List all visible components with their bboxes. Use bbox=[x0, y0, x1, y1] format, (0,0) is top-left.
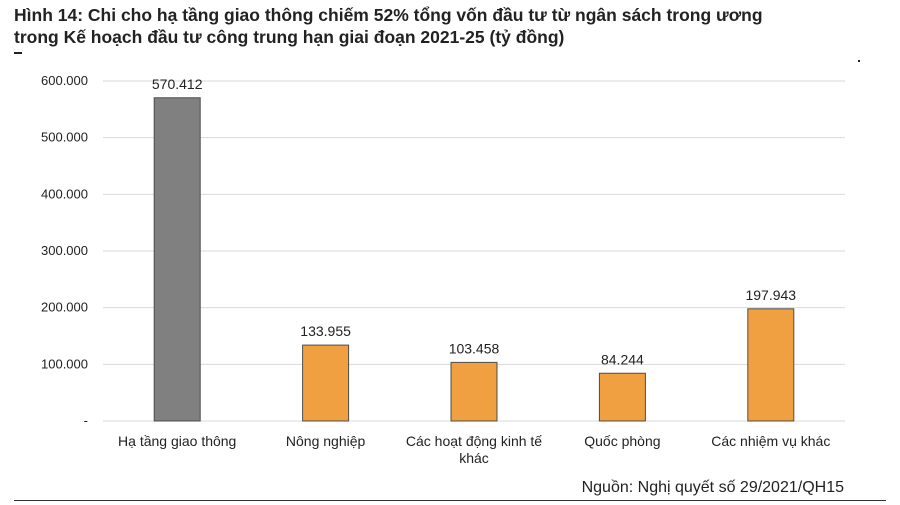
y-tick-label: 300.000 bbox=[41, 243, 88, 258]
category-label: Hạ tầng giao thông bbox=[118, 433, 236, 449]
y-tick-label: - bbox=[84, 413, 88, 428]
bar-chart: - 100.000 200.000 300.000 400.000 500.000 600.… bbox=[41, 73, 845, 466]
y-axis-tick-labels: - 100.000 200.000 300.000 400.000 500.000 600.… bbox=[41, 73, 88, 428]
bottom-rule bbox=[14, 500, 886, 501]
source-note: Nguồn: Nghị quyết số 29/2021/QH15 bbox=[581, 479, 844, 496]
category-label: Các hoạt động kinh tế khác bbox=[406, 433, 542, 466]
chart-title-line-2: trong Kế hoạch đầu tư công trung hạn gia… bbox=[14, 27, 565, 47]
bar bbox=[747, 308, 795, 422]
category-label: Các nhiệm vụ khác bbox=[711, 433, 830, 449]
corner-mark bbox=[858, 60, 860, 62]
title-dash bbox=[14, 52, 22, 54]
y-tick-label: 100.000 bbox=[41, 356, 88, 371]
y-tick-label: 500.000 bbox=[41, 130, 88, 145]
data-label: 197.943 bbox=[745, 287, 796, 303]
chart-title: Hình 14: Chi cho hạ tầng giao thông chiế… bbox=[14, 4, 884, 48]
data-label: 84.244 bbox=[601, 351, 644, 367]
data-label: 570.412 bbox=[152, 76, 203, 92]
y-tick-label: 400.000 bbox=[41, 186, 88, 201]
y-tick-label: 200.000 bbox=[41, 300, 88, 315]
bar bbox=[598, 372, 646, 422]
data-label: 133.955 bbox=[300, 323, 351, 339]
category-label: Quốc phòng bbox=[584, 433, 660, 449]
bar bbox=[153, 97, 201, 422]
data-label: 103.458 bbox=[449, 340, 500, 356]
category-label: Nông nghiệp bbox=[286, 433, 366, 449]
chart-title-line-1: Hình 14: Chi cho hạ tầng giao thông chiế… bbox=[14, 5, 763, 25]
y-tick-label: 600.000 bbox=[41, 73, 88, 88]
bars bbox=[153, 97, 795, 422]
data-labels: 570.412 133.955 103.458 84.244 197.943 bbox=[152, 76, 796, 367]
x-axis-category-labels: Hạ tầng giao thông Nông nghiệp Các hoạt độ… bbox=[118, 433, 830, 466]
bar bbox=[302, 344, 350, 422]
bar bbox=[450, 361, 498, 422]
